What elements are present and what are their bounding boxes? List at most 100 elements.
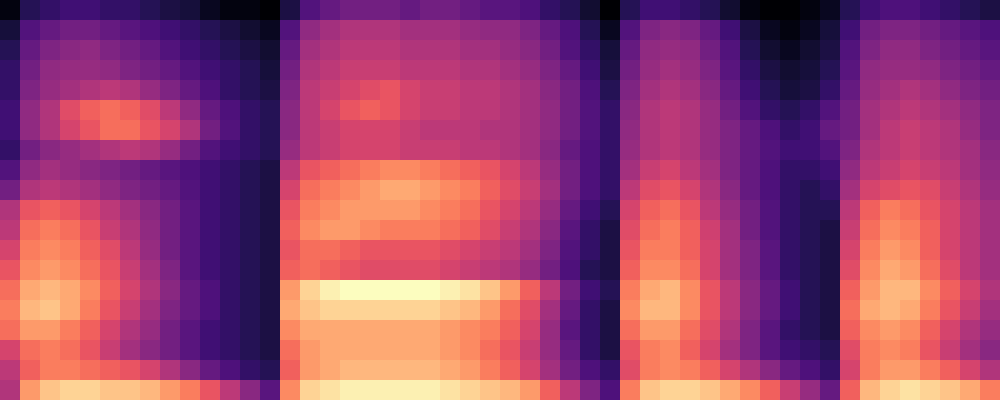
heatmap-cell: [160, 80, 181, 101]
heatmap-cell: [720, 260, 741, 281]
heatmap-cell: [440, 0, 461, 21]
heatmap-cell: [840, 180, 861, 201]
heatmap-cell: [760, 360, 781, 381]
heatmap-cell: [680, 100, 701, 121]
heatmap-cell: [240, 260, 261, 281]
heatmap-cell: [900, 360, 921, 381]
heatmap-cell: [440, 320, 461, 341]
heatmap-cell: [860, 380, 881, 400]
heatmap-cell: [480, 340, 501, 361]
heatmap-cell: [540, 120, 561, 141]
heatmap-cell: [580, 360, 601, 381]
heatmap-cell: [40, 280, 61, 301]
heatmap-cell: [760, 320, 781, 341]
heatmap-cell: [800, 0, 821, 21]
heatmap-cell: [340, 100, 361, 121]
heatmap-cell: [80, 40, 101, 61]
heatmap-cell: [460, 200, 481, 221]
heatmap-cell: [880, 380, 901, 400]
heatmap-cell: [520, 40, 541, 61]
heatmap-cell: [940, 200, 961, 221]
heatmap-cell: [380, 300, 401, 321]
heatmap-cell: [460, 40, 481, 61]
heatmap-cell: [960, 80, 981, 101]
heatmap-cell: [40, 160, 61, 181]
heatmap-cell: [940, 60, 961, 81]
heatmap-cell: [780, 180, 801, 201]
heatmap-cell: [960, 360, 981, 381]
heatmap-cell: [0, 120, 21, 141]
heatmap-cell: [280, 140, 301, 161]
heatmap-cell: [800, 60, 821, 81]
heatmap-cell: [20, 80, 41, 101]
heatmap-cell: [60, 80, 81, 101]
heatmap-cell: [480, 260, 501, 281]
heatmap-cell: [340, 140, 361, 161]
heatmap-cell: [220, 280, 241, 301]
heatmap-cell: [740, 0, 761, 21]
heatmap-cell: [40, 360, 61, 381]
heatmap-cell: [560, 320, 581, 341]
heatmap-cell: [720, 240, 741, 261]
heatmap-cell: [720, 80, 741, 101]
heatmap-cell: [880, 40, 901, 61]
heatmap-cell: [640, 0, 661, 21]
heatmap-cell: [160, 280, 181, 301]
heatmap-cell: [180, 200, 201, 221]
heatmap-cell: [340, 300, 361, 321]
heatmap-cell: [120, 20, 141, 41]
heatmap-cell: [740, 200, 761, 221]
heatmap-cell: [360, 240, 381, 261]
heatmap-cell: [460, 160, 481, 181]
heatmap-cell: [920, 220, 941, 241]
heatmap-cell: [320, 140, 341, 161]
heatmap-cell: [340, 120, 361, 141]
heatmap-cell: [340, 20, 361, 41]
heatmap-cell: [940, 240, 961, 261]
heatmap-cell: [600, 380, 621, 400]
heatmap-cell: [20, 100, 41, 121]
heatmap-cell: [220, 140, 241, 161]
heatmap-cell: [660, 340, 681, 361]
heatmap-cell: [240, 20, 261, 41]
heatmap-cell: [760, 300, 781, 321]
heatmap-cell: [80, 220, 101, 241]
heatmap-cell: [140, 0, 161, 21]
heatmap-cell: [740, 340, 761, 361]
heatmap-cell: [380, 380, 401, 400]
heatmap-cell: [980, 380, 1000, 400]
heatmap-cell: [720, 360, 741, 381]
heatmap-cell: [980, 140, 1000, 161]
heatmap-cell: [680, 180, 701, 201]
heatmap-cell: [660, 260, 681, 281]
heatmap-cell: [720, 60, 741, 81]
heatmap-cell: [420, 40, 441, 61]
heatmap-cell: [20, 280, 41, 301]
heatmap-cell: [840, 360, 861, 381]
heatmap-cell: [580, 0, 601, 21]
heatmap-cell: [240, 100, 261, 121]
heatmap-cell: [960, 120, 981, 141]
heatmap-cell: [920, 360, 941, 381]
heatmap-cell: [60, 320, 81, 341]
heatmap-cell: [840, 260, 861, 281]
heatmap-cell: [660, 360, 681, 381]
heatmap-cell: [60, 220, 81, 241]
heatmap-cell: [580, 220, 601, 241]
heatmap-cell: [80, 60, 101, 81]
heatmap-cell: [400, 0, 421, 21]
heatmap-cell: [420, 0, 441, 21]
heatmap-cell: [100, 320, 121, 341]
heatmap-cell: [500, 180, 521, 201]
heatmap-cell: [520, 100, 541, 121]
heatmap-cell: [560, 160, 581, 181]
heatmap-cell: [720, 140, 741, 161]
heatmap-cell: [20, 300, 41, 321]
heatmap-cell: [120, 320, 141, 341]
heatmap-cell: [780, 340, 801, 361]
heatmap-cell: [680, 140, 701, 161]
heatmap-cell: [960, 200, 981, 221]
heatmap-cell: [900, 260, 921, 281]
heatmap-cell: [180, 0, 201, 21]
heatmap-cell: [760, 240, 781, 261]
